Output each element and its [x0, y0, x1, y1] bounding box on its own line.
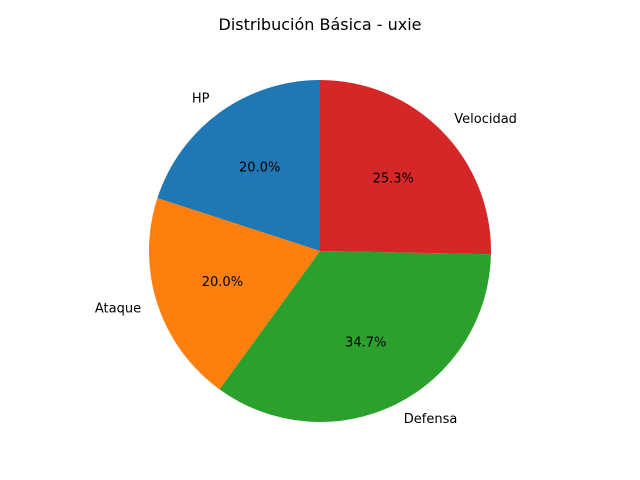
slice-label-velocidad: Velocidad: [454, 112, 517, 127]
slice-percent-velocidad: 25.3%: [373, 172, 414, 187]
pie-slice-velocidad: [320, 80, 492, 255]
chart-title: Distribución Básica - uxie: [219, 15, 422, 34]
pie-labels: HP 20.0% Ataque 20.0% Defensa 34.7% Velocidad 2…: [95, 91, 517, 427]
slice-percent-hp: 20.0%: [239, 160, 280, 175]
slice-label-ataque: Ataque: [95, 302, 141, 317]
pie-slices: [148, 80, 492, 423]
pie-slice-hp: [157, 80, 320, 251]
pie-slice-ataque: [148, 198, 320, 390]
slice-label-defensa: Defensa: [404, 412, 458, 427]
slice-label-hp: HP: [192, 91, 210, 106]
slice-percent-defensa: 34.7%: [345, 335, 386, 350]
pie-slice-defensa: [219, 251, 491, 423]
slice-percent-ataque: 20.0%: [202, 275, 243, 290]
